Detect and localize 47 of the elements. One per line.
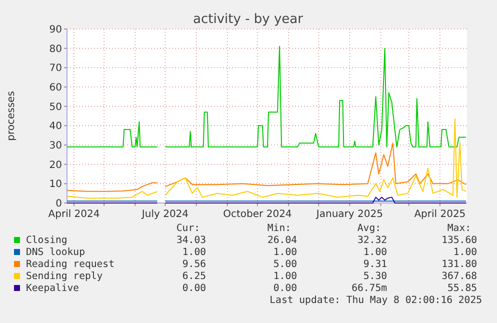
x-tick-label: January 2025 <box>315 209 383 220</box>
y-tick-label: 20 <box>49 160 62 171</box>
text: Max: <box>447 223 471 234</box>
y-tick-label: 90 <box>49 24 62 36</box>
text: 0.00 <box>182 283 206 294</box>
y-tick-label: 50 <box>49 102 62 113</box>
y-tick-label: 80 <box>49 44 62 55</box>
text: Last update: Thu May 8 02:00:16 2025 <box>270 295 482 306</box>
y-tick-label: 10 <box>49 179 62 190</box>
text: 55.85 <box>448 283 478 294</box>
text: 1.00 <box>182 247 206 258</box>
text: 135.60 <box>442 235 478 246</box>
text: 1.00 <box>273 247 298 258</box>
x-tick-label: April 2024 <box>48 209 100 220</box>
legend-label: Sending reply <box>26 271 103 282</box>
text: Avg: <box>357 223 381 234</box>
y-tick-label: 0 <box>56 198 62 210</box>
text: 32.32 <box>358 235 388 246</box>
legend-label: Keepalive <box>26 283 80 294</box>
legend-label: DNS lookup <box>26 247 86 258</box>
text: 367.68 <box>442 271 478 282</box>
text: 0.00 <box>273 283 298 294</box>
x-tick-label: April 2025 <box>414 209 466 220</box>
text: 5.30 <box>363 271 388 282</box>
text: 5.00 <box>273 259 298 270</box>
text: Cur: <box>176 223 200 234</box>
text: Min: <box>267 223 291 234</box>
legend-label: Closing <box>26 235 68 246</box>
text: 131.80 <box>442 259 478 270</box>
y-tick-label: 70 <box>49 63 62 74</box>
y-tick-label: 40 <box>49 121 62 132</box>
text: 26.04 <box>268 235 298 246</box>
text: 1.00 <box>273 271 298 282</box>
legend-label: Reading request <box>26 259 114 270</box>
text: 34.03 <box>176 235 206 246</box>
text: 1.00 <box>363 247 388 258</box>
x-tick-label: July 2024 <box>140 209 189 220</box>
y-tick-label: 60 <box>49 82 62 94</box>
x-tick-label: October 2024 <box>223 209 292 220</box>
text: 66.75m <box>352 283 388 294</box>
chart-title: activity - by year <box>193 12 304 27</box>
text: 9.56 <box>182 259 206 270</box>
y-tick-label: 30 <box>49 140 62 152</box>
text: 6.25 <box>182 271 206 282</box>
text: 9.31 <box>363 259 388 270</box>
y-axis-title: processes <box>6 91 17 141</box>
text: 1.00 <box>453 247 478 258</box>
